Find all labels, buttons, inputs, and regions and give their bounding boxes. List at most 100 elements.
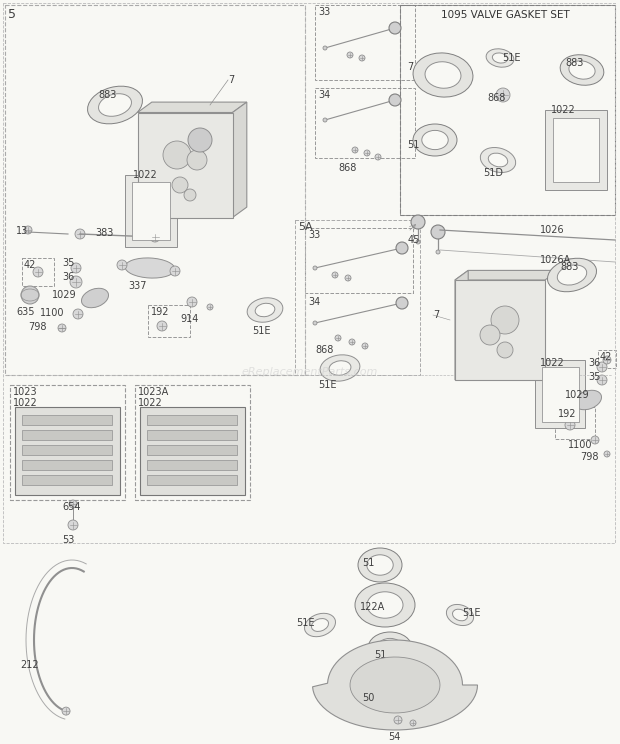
Ellipse shape (99, 94, 131, 116)
Text: 35: 35 (588, 372, 600, 382)
Bar (315, 5, 415, 80)
Text: 51E: 51E (318, 380, 337, 390)
Text: 798: 798 (580, 452, 598, 462)
Bar (22, 460, 112, 470)
Circle shape (172, 177, 188, 193)
Polygon shape (455, 270, 558, 280)
Text: 45: 45 (408, 235, 420, 245)
Text: 1026A: 1026A (540, 255, 571, 265)
Text: 5A: 5A (298, 222, 312, 232)
Text: 635: 635 (16, 307, 35, 317)
Circle shape (69, 500, 77, 508)
Text: 1100: 1100 (40, 308, 64, 318)
Ellipse shape (453, 609, 467, 620)
Polygon shape (232, 102, 247, 217)
Bar (22, 415, 112, 425)
Text: 883: 883 (98, 90, 117, 100)
Bar (138, 112, 232, 217)
Circle shape (480, 325, 500, 345)
Bar (305, 228, 413, 293)
Bar (132, 182, 171, 240)
Ellipse shape (313, 266, 317, 270)
Text: 51E: 51E (502, 53, 521, 63)
Ellipse shape (358, 548, 402, 582)
Text: 1022: 1022 (540, 358, 565, 368)
Ellipse shape (377, 638, 403, 658)
Bar (295, 220, 420, 375)
Circle shape (396, 297, 408, 309)
Text: 36: 36 (62, 272, 74, 282)
Ellipse shape (311, 618, 329, 632)
Text: 212: 212 (20, 660, 38, 670)
Text: 1022: 1022 (133, 170, 157, 180)
Ellipse shape (560, 55, 604, 86)
Ellipse shape (329, 361, 351, 375)
Text: 1022: 1022 (13, 398, 38, 408)
Circle shape (75, 229, 85, 239)
Circle shape (163, 141, 191, 169)
Bar (22, 258, 54, 286)
Circle shape (603, 356, 611, 364)
Polygon shape (350, 657, 440, 713)
Ellipse shape (575, 391, 601, 410)
Bar (147, 445, 237, 455)
Text: 914: 914 (180, 314, 198, 324)
Text: 1022: 1022 (551, 105, 576, 115)
Bar (147, 460, 237, 470)
Text: 1023A: 1023A (138, 387, 169, 397)
Bar (315, 88, 415, 158)
Text: 7: 7 (407, 62, 414, 72)
Circle shape (352, 147, 358, 153)
Text: 33: 33 (308, 230, 321, 240)
Circle shape (150, 232, 160, 242)
Circle shape (347, 52, 353, 58)
Ellipse shape (446, 604, 474, 626)
Circle shape (188, 128, 212, 152)
Text: 50: 50 (362, 693, 374, 703)
Ellipse shape (492, 53, 508, 63)
Ellipse shape (304, 613, 335, 637)
Ellipse shape (367, 591, 403, 618)
Polygon shape (312, 640, 477, 730)
Text: 1029: 1029 (52, 290, 77, 300)
Circle shape (73, 309, 83, 319)
Bar (15, 407, 120, 495)
Bar (535, 360, 585, 428)
Bar (140, 407, 245, 495)
Text: 7: 7 (228, 75, 234, 85)
Circle shape (389, 22, 401, 34)
Ellipse shape (81, 288, 108, 308)
Bar (22, 430, 112, 440)
Polygon shape (455, 270, 468, 380)
Polygon shape (138, 102, 247, 112)
Circle shape (597, 375, 607, 385)
Ellipse shape (125, 258, 175, 278)
Text: 383: 383 (95, 228, 113, 238)
Text: 883: 883 (565, 58, 583, 68)
Bar (22, 445, 112, 455)
Text: 5: 5 (8, 8, 16, 21)
Circle shape (565, 420, 575, 430)
Circle shape (410, 720, 416, 726)
Text: 51E: 51E (252, 326, 270, 336)
Circle shape (157, 321, 167, 331)
Text: 192: 192 (151, 307, 169, 317)
Text: 1095 VALVE GASKET SET: 1095 VALVE GASKET SET (441, 10, 569, 20)
Text: 654: 654 (62, 502, 81, 512)
Text: 51E: 51E (296, 618, 314, 628)
Text: 53: 53 (62, 535, 74, 545)
Text: 337: 337 (128, 281, 146, 291)
Bar (555, 407, 595, 439)
Ellipse shape (87, 86, 143, 124)
Circle shape (71, 263, 81, 273)
Text: 1029: 1029 (565, 390, 590, 400)
Text: 1026: 1026 (540, 225, 565, 235)
Circle shape (117, 260, 127, 270)
Bar (148, 305, 190, 337)
Bar (553, 118, 599, 182)
Circle shape (187, 150, 207, 170)
Ellipse shape (413, 53, 473, 97)
Ellipse shape (255, 304, 275, 317)
Ellipse shape (486, 49, 514, 67)
Bar (10, 385, 125, 500)
